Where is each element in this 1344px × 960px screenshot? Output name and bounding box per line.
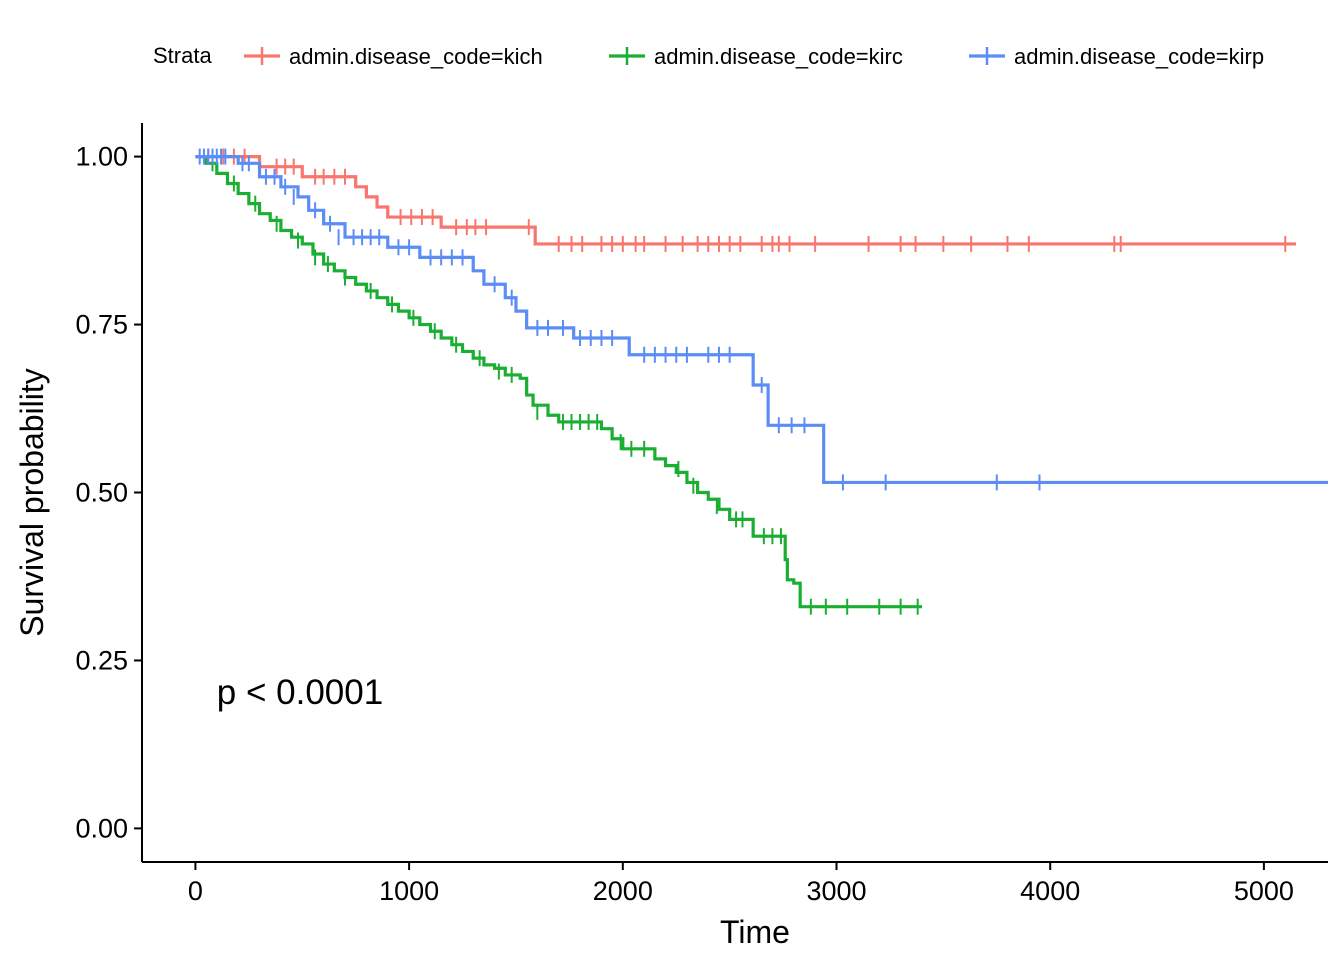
- y-axis-title: Survival probability: [14, 368, 50, 637]
- x-tick-label: 0: [188, 876, 203, 906]
- legend-item: admin.disease_code=kich: [244, 44, 543, 69]
- p-value-annotation: p < 0.0001: [217, 673, 383, 712]
- x-tick-label: 3000: [806, 876, 866, 906]
- legend-item: admin.disease_code=kirc: [609, 44, 903, 69]
- plot-lines: [195, 148, 1328, 615]
- survival-step-line: [195, 154, 1328, 485]
- axes: 0 1000 2000 3000 4000 5000 0.00 0.25 0.50 0.75 1.0…: [75, 123, 1328, 906]
- survival-step-line: [195, 154, 1296, 246]
- series-2: [195, 148, 1328, 491]
- x-tick-label: 5000: [1234, 876, 1294, 906]
- y-tick-label: 0.75: [75, 310, 128, 340]
- legend-label: admin.disease_code=kich: [289, 44, 543, 69]
- survival-step-line: [195, 154, 922, 609]
- legend-item: admin.disease_code=kirp: [969, 44, 1264, 69]
- series-0: [195, 148, 1296, 252]
- legend: Strata admin.disease_code=kich admin.dise…: [153, 43, 1264, 69]
- y-tick-label: 1.00: [75, 142, 128, 172]
- x-tick-label: 1000: [379, 876, 439, 906]
- legend-title: Strata: [153, 43, 212, 68]
- x-tick-label: 4000: [1020, 876, 1080, 906]
- legend-label: admin.disease_code=kirc: [654, 44, 903, 69]
- y-tick-label: 0.25: [75, 645, 128, 675]
- x-tick-label: 2000: [593, 876, 653, 906]
- x-axis-title: Time: [720, 914, 790, 950]
- series-1: [195, 154, 922, 615]
- legend-label: admin.disease_code=kirp: [1014, 44, 1264, 69]
- y-tick-label: 0.50: [75, 478, 128, 508]
- y-tick-label: 0.00: [75, 813, 128, 843]
